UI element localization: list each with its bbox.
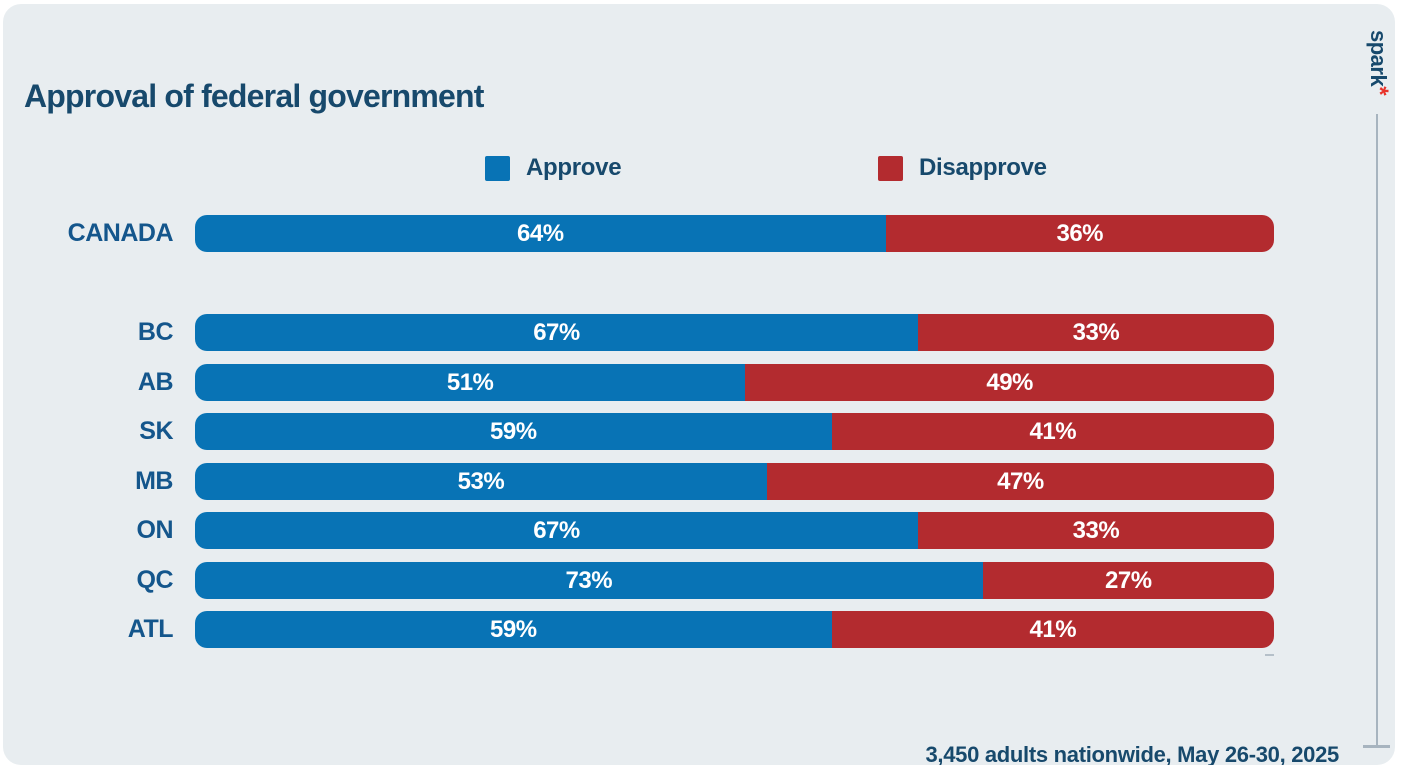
- disapprove-segment: 47%: [766, 463, 1274, 500]
- brand-rule-line: [1376, 114, 1378, 746]
- legend-label-approve: Approve: [526, 154, 622, 181]
- brand-rule-endcap: [1363, 745, 1390, 748]
- bar-row: AB 51% 49%: [3, 364, 1395, 401]
- row-label: ATL: [127, 615, 174, 643]
- row-label: SK: [139, 417, 173, 445]
- legend-swatch-disapprove-icon: [878, 155, 903, 181]
- bar-row: BC 67% 33%: [3, 314, 1395, 351]
- chart-card: Approval of federal government Approve D…: [3, 4, 1395, 765]
- bar-track: 59% 41%: [195, 413, 1274, 450]
- disapprove-segment: 27%: [982, 562, 1274, 599]
- bar-row: SK 59% 41%: [3, 413, 1395, 450]
- disapprove-segment: 41%: [831, 611, 1274, 648]
- legend-label-disapprove: Disapprove: [919, 154, 1047, 181]
- axis-tick-mark: [1265, 654, 1274, 656]
- brand-logo-text: spark: [1366, 30, 1391, 87]
- approve-segment: 73%: [195, 562, 983, 599]
- bar-track: 64% 36%: [195, 215, 1274, 252]
- disapprove-segment: 49%: [745, 364, 1274, 401]
- legend-item-disapprove: Disapprove: [878, 154, 1047, 182]
- row-label: QC: [136, 566, 174, 594]
- bar-row: ATL 59% 41%: [3, 611, 1395, 648]
- bar-track: 59% 41%: [195, 611, 1274, 648]
- disapprove-segment: 33%: [917, 314, 1274, 351]
- disapprove-segment: 41%: [831, 413, 1274, 450]
- bar-row: CANADA 64% 36%: [3, 215, 1395, 252]
- bar-row: MB 53% 47%: [3, 463, 1395, 500]
- source-note: 3,450 adults nationwide, May 26-30, 2025: [925, 742, 1339, 765]
- approve-segment: 59%: [195, 413, 832, 450]
- approve-segment: 64%: [195, 215, 886, 252]
- legend-item-approve: Approve: [485, 154, 622, 182]
- bar-track: 73% 27%: [195, 562, 1274, 599]
- chart-title: Approval of federal government: [24, 78, 484, 115]
- bar-track: 53% 47%: [195, 463, 1274, 500]
- row-label: BC: [137, 318, 174, 346]
- disapprove-segment: 36%: [885, 215, 1274, 252]
- disapprove-segment: 33%: [917, 512, 1274, 549]
- approve-segment: 51%: [195, 364, 746, 401]
- bar-row: ON 67% 33%: [3, 512, 1395, 549]
- row-label: MB: [135, 467, 173, 495]
- bar-track: 51% 49%: [195, 364, 1274, 401]
- bar-track: 67% 33%: [195, 314, 1274, 351]
- bar-track: 67% 33%: [195, 512, 1274, 549]
- approve-segment: 59%: [195, 611, 832, 648]
- approve-segment: 67%: [195, 512, 918, 549]
- legend-swatch-approve-icon: [485, 155, 510, 181]
- approve-segment: 53%: [195, 463, 767, 500]
- row-label: ON: [136, 516, 174, 544]
- bar-row: QC 73% 27%: [3, 562, 1395, 599]
- row-label: AB: [137, 368, 174, 396]
- brand-asterisk-icon: *: [1366, 86, 1393, 96]
- row-label: CANADA: [67, 219, 174, 247]
- brand-logo: spark*: [1364, 30, 1393, 96]
- approve-segment: 67%: [195, 314, 918, 351]
